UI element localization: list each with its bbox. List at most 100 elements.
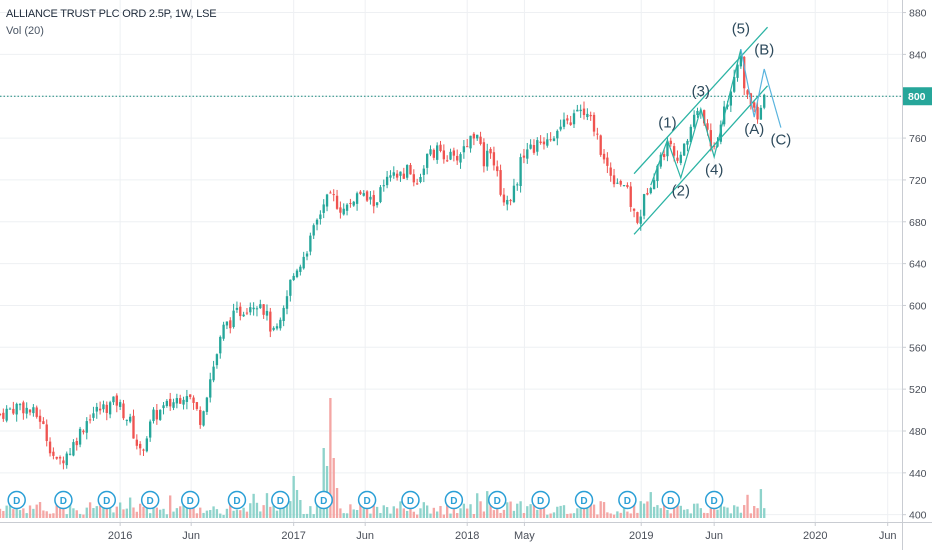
volume-bar [5, 505, 8, 518]
dividend-badge[interactable] [401, 490, 420, 510]
volume-bar [192, 506, 195, 518]
time-tick-label: 2016 [108, 530, 132, 542]
volume-bar [282, 507, 285, 518]
volume-bar [546, 514, 549, 518]
volume-bar [28, 505, 32, 518]
volume-bar [145, 502, 149, 518]
dividend-badge[interactable] [140, 490, 160, 510]
candle-body [292, 275, 295, 280]
candle-body [365, 191, 369, 201]
dividend-badge[interactable] [54, 490, 73, 510]
candle-body [75, 441, 78, 446]
dividend-badge[interactable] [227, 490, 247, 510]
volume-bar [696, 503, 699, 518]
candle-body [642, 194, 646, 216]
price-tick-label: 880 [909, 8, 927, 20]
dividend-badge[interactable] [574, 490, 594, 510]
candle-body [219, 336, 222, 354]
volume-bar [215, 509, 219, 518]
volume-bar [556, 506, 559, 518]
volume-bar [102, 502, 105, 518]
candle-body [189, 394, 192, 398]
volume-bar [629, 513, 632, 518]
volume-bar [375, 506, 379, 518]
volume-bar [502, 509, 506, 518]
candle-body [409, 165, 412, 175]
candle-body [629, 186, 632, 207]
candle-body [612, 175, 616, 185]
dividend-badge[interactable] [487, 490, 507, 510]
volume-bar [279, 503, 282, 518]
dividend-badge[interactable] [97, 490, 117, 510]
dividend-badge[interactable] [618, 490, 637, 510]
candle-body [436, 145, 439, 160]
dividend-badge[interactable] [444, 490, 464, 510]
volume-bar [622, 502, 626, 518]
price-tick-label: 560 [909, 342, 927, 354]
candle-body [55, 456, 58, 459]
dividend-badge[interactable] [314, 490, 333, 510]
channel-upper-line[interactable] [633, 26, 769, 175]
volume-bar [506, 502, 509, 518]
candle-body [352, 201, 355, 206]
volume-bar [335, 488, 339, 518]
volume-bar [439, 505, 442, 518]
candle-body [666, 141, 669, 157]
elliott-wave-path[interactable] [650, 49, 742, 186]
dividend-badge[interactable] [271, 490, 290, 510]
volume-bar [175, 508, 179, 518]
dividend-badge-label: D [187, 496, 194, 507]
dividend-badge[interactable] [661, 490, 681, 510]
volume-bar [589, 504, 592, 518]
candle-body [733, 76, 736, 92]
volume-bar [179, 506, 182, 518]
chart-legend: ALLIANCE TRUST PLC ORD 2.5P, 1W, LSE Vol… [6, 6, 217, 40]
projection-path[interactable] [740, 49, 782, 128]
candle-body [339, 207, 342, 213]
candle-body [599, 135, 602, 155]
candle-body [222, 324, 225, 339]
volume-bar [659, 508, 662, 518]
candle-body [345, 204, 349, 211]
candle-body [319, 214, 322, 220]
volume-bar [42, 510, 45, 518]
candle-body [526, 149, 529, 159]
volume-bar [452, 508, 456, 518]
volume-bar [352, 509, 355, 518]
candle-body [619, 180, 622, 185]
volume-bar [125, 508, 128, 518]
volume-bar [516, 503, 519, 518]
dividend-badge[interactable] [531, 490, 550, 510]
candle-body [225, 321, 229, 326]
volume-bar [35, 504, 38, 518]
candle-body [52, 451, 55, 456]
volume-bar [743, 505, 746, 518]
channel-lower-line[interactable] [633, 85, 769, 235]
candle-body [632, 208, 636, 211]
candle-body [262, 304, 265, 315]
dividend-badge[interactable] [180, 490, 200, 510]
candle-body [118, 402, 122, 407]
candle-body [172, 402, 175, 408]
candle-body [763, 94, 766, 108]
candle-body [199, 409, 202, 425]
volume-bar [669, 513, 672, 518]
volume-bar [22, 508, 25, 518]
volume-bar [606, 512, 609, 518]
candle-body [0, 413, 2, 415]
volume-bar [38, 502, 42, 518]
volume-bar [88, 502, 92, 518]
candle-body [235, 307, 239, 310]
volume-bar [369, 513, 372, 518]
volume-bar [105, 505, 108, 518]
dividend-badge[interactable] [704, 490, 724, 510]
volume-bar [209, 509, 212, 518]
candle-body [489, 148, 492, 154]
candle-body [62, 460, 65, 464]
dividend-badge[interactable] [357, 490, 377, 510]
dividend-badge[interactable] [7, 490, 26, 510]
candle-body [169, 398, 172, 407]
volume-bar [449, 513, 452, 518]
volume-bar [289, 501, 292, 518]
